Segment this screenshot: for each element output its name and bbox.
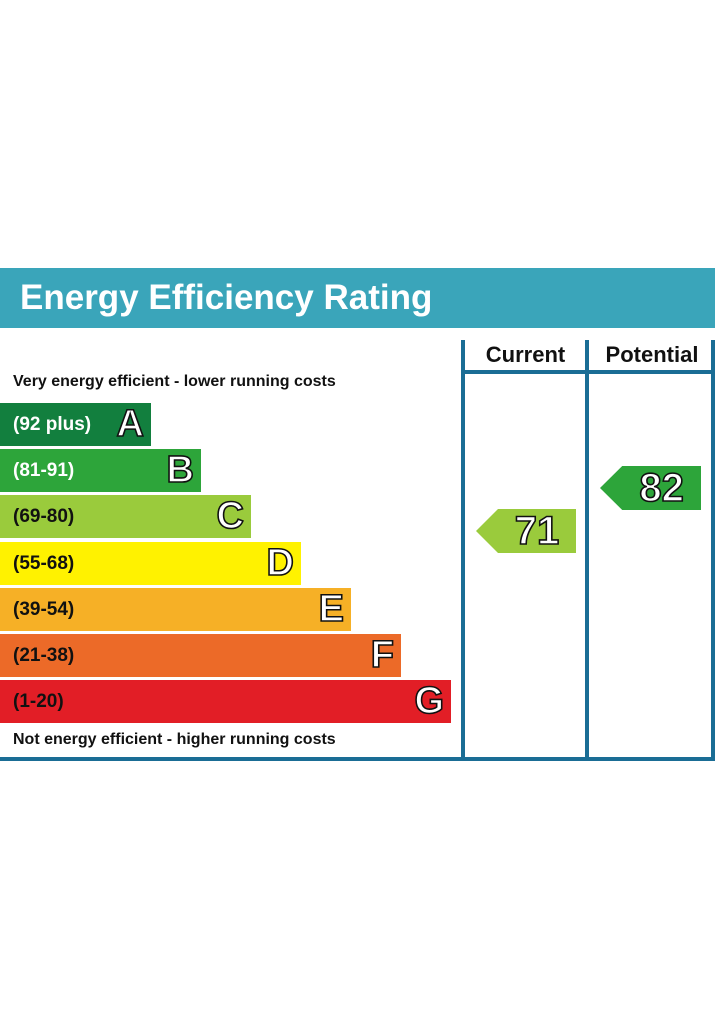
bottom-caption: Not energy efficient - higher running co… [13,731,336,748]
band-c: (69-80) C [0,495,251,539]
current-column-header: Current [485,342,566,367]
band-range-label: (21-38) [13,645,75,666]
band-e: (39-54) E [0,587,351,631]
band-range-label: (81-91) [13,460,75,482]
band-letter: E [318,587,345,631]
potential-rating-value: 82 [639,465,685,511]
band-range-label: (1-20) [13,691,64,713]
divider-left [461,340,465,759]
divider-right [711,340,715,759]
band-letter: A [116,402,145,446]
divider-middle [585,340,589,759]
band-range-label: (69-80) [13,506,75,528]
band-b: (81-91) B [0,448,201,493]
column-header-underline [461,370,715,374]
current-arrow-shape [476,509,576,553]
band-f: (21-38) F [0,633,401,677]
band-g: (1-20) G [0,679,451,724]
band-range-label: (55-68) [13,552,75,574]
current-rating-arrow: 71 [476,508,576,554]
chart-bottom-border [0,757,715,761]
chart-title: Energy Efficiency Rating [0,268,715,328]
potential-arrow-shape [600,466,701,510]
band-range-label: (92 plus) [13,414,92,435]
band-letter: G [414,679,445,723]
potential-column-header: Potential [605,342,699,367]
potential-rating-arrow: 82 [600,465,701,511]
current-rating-value: 71 [514,508,560,554]
band-a: (92 plus) A [0,402,151,446]
top-caption: Very energy efficient - lower running co… [13,373,336,390]
band-letter: C [216,495,245,539]
band-letter: F [370,633,395,677]
band-letter: D [266,541,295,585]
band-letter: B [166,448,195,492]
band-range-label: (39-54) [13,598,75,620]
band-d: (55-68) D [0,541,301,585]
